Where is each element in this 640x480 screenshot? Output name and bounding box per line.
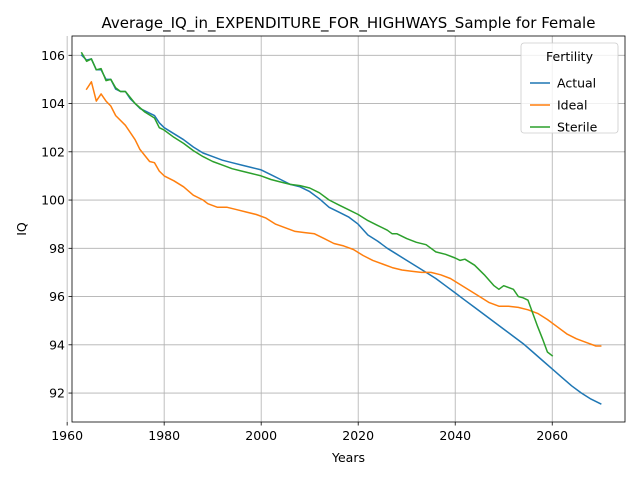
x-tick-label: 2040 [439, 428, 471, 443]
plot-frame [71, 35, 626, 423]
y-tick-label: 92 [49, 386, 65, 401]
y-tick-label: 102 [41, 144, 65, 159]
series-line-sterile [80, 51, 554, 357]
x-tick-label: 2000 [245, 428, 277, 443]
x-tick-label: 2060 [536, 428, 568, 443]
x-axis-label: Years [331, 450, 365, 465]
legend-title: Fertility [546, 49, 594, 64]
y-tick-label: 104 [41, 96, 65, 111]
legend: Fertility Actual Ideal Sterile [520, 42, 619, 135]
y-tick-label: 98 [49, 241, 65, 256]
legend-label-ideal: Ideal [557, 98, 587, 113]
legend-box [520, 42, 619, 134]
x-tick-label: 2020 [342, 428, 374, 443]
axis-ticks: 1960 1980 2000 2020 2040 2060 92 94 96 98 100 102 10… [41, 48, 568, 443]
chart-title: Average_IQ_in_EXPENDITURE_FOR_HIGHWAYS_S… [102, 14, 596, 33]
y-tick-label: 94 [49, 337, 65, 352]
series-line-ideal [85, 81, 602, 347]
x-tick-label: 1960 [51, 428, 83, 443]
y-tick-label: 100 [41, 193, 65, 208]
legend-entries: Actual Ideal Sterile [530, 76, 598, 135]
legend-label-sterile: Sterile [557, 120, 598, 135]
y-tick-label: 106 [41, 48, 65, 63]
series-lines [80, 51, 602, 405]
y-axis-label: IQ [14, 222, 29, 236]
legend-label-actual: Actual [557, 76, 596, 91]
x-tick-label: 1980 [148, 428, 180, 443]
y-tick-label: 96 [49, 289, 65, 304]
